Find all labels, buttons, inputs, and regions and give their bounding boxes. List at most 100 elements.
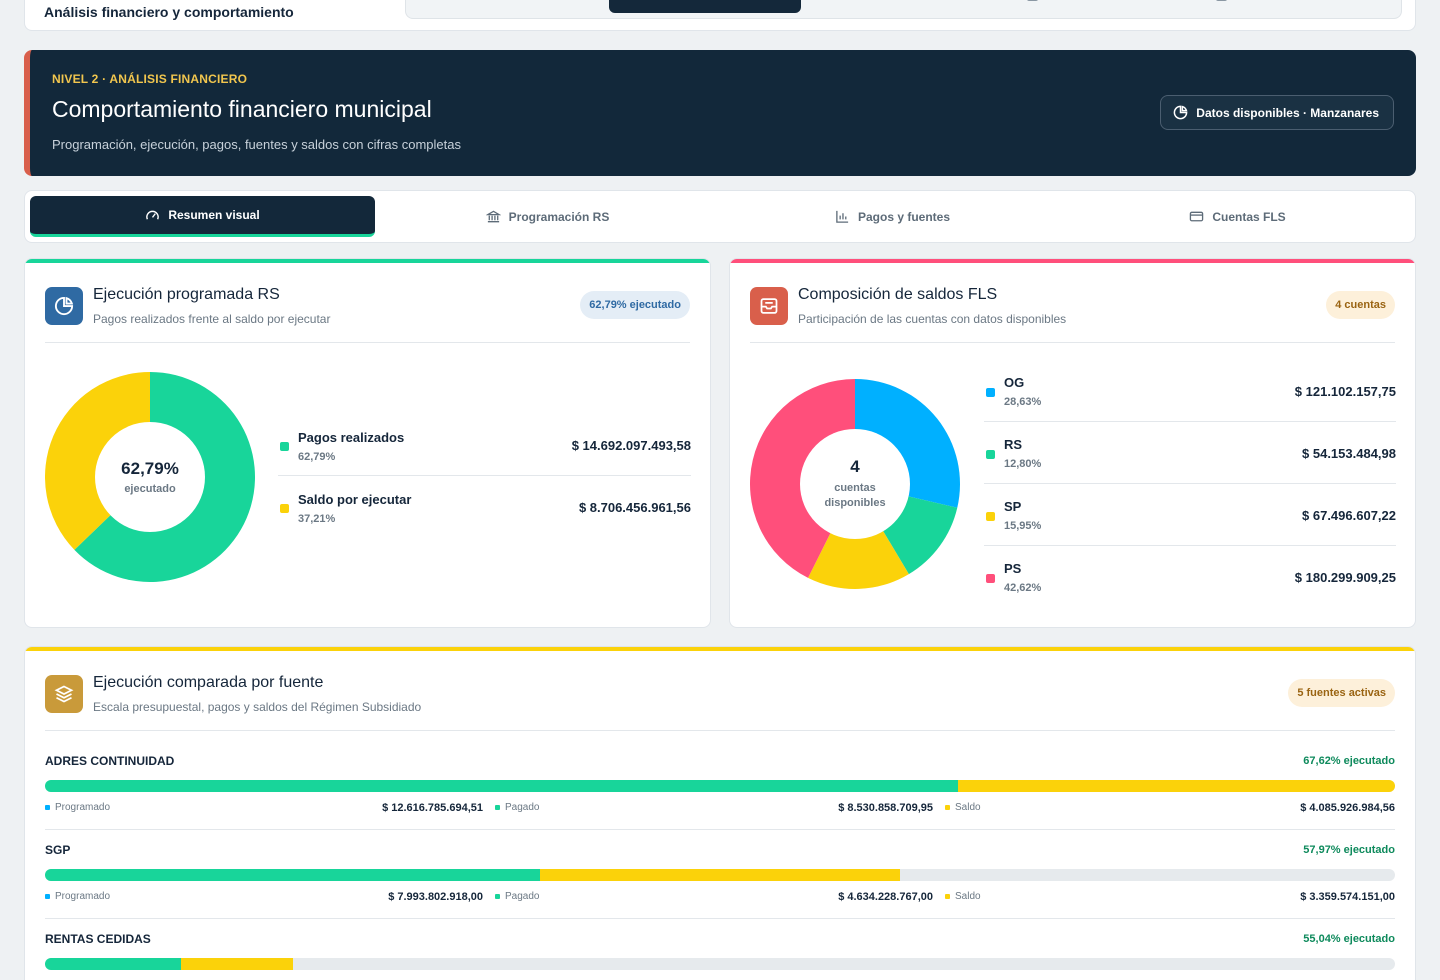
legend-swatch <box>986 574 995 583</box>
pagado-caption: Pagado <box>495 891 539 902</box>
tab-label: Cuentas FLS <box>1212 209 1286 224</box>
source-row: ADRES CONTINUIDAD 67,62% ejecutado Progr… <box>45 741 1395 830</box>
legend-name: SP <box>1004 499 1022 514</box>
legend-pct: 28,63% <box>1004 396 1042 408</box>
calendar-icon[interactable] <box>1027 0 1038 1</box>
legend-pct: 15,95% <box>1004 520 1042 532</box>
tab-resumen-visual[interactable]: Resumen visual <box>30 196 375 237</box>
donut-center: 4 cuentas disponibles <box>800 429 910 539</box>
source-progress-track <box>45 958 1395 970</box>
saldo-value: $ 3.359.574.151,00 <box>1300 891 1395 903</box>
card-accent-bar <box>25 259 710 263</box>
balance-segment <box>181 958 294 970</box>
saldo-swatch <box>945 894 950 899</box>
page-title: Comportamiento financiero municipal <box>52 96 432 122</box>
tab-programacion-rs[interactable]: Programación RS <box>375 196 720 237</box>
legend-pct: 42,62% <box>1004 582 1042 594</box>
legend-name: RS <box>1004 437 1023 452</box>
donut-center-value: 62,79% <box>121 459 179 478</box>
pagado-label: Pagado <box>505 802 540 813</box>
legend-row: OG 28,63% $ 121.102.157,75 <box>984 360 1396 422</box>
top-title: Análisis financiero y comportamiento <box>44 4 294 20</box>
legend-value: $ 121.102.157,75 <box>1294 384 1396 399</box>
saldo-figure: Saldo $ 3.359.574.151,00 <box>945 891 1395 905</box>
pagado-swatch <box>495 894 500 899</box>
pagado-label: Pagado <box>505 891 540 902</box>
legend-value: $ 180.299.909,25 <box>1294 570 1396 585</box>
balance-segment <box>540 869 900 881</box>
pie-chart-icon <box>1173 105 1188 120</box>
legend-swatch <box>986 388 995 397</box>
gauge-icon <box>146 210 160 220</box>
saldo-swatch <box>945 805 950 810</box>
top-header-card: Análisis financiero y comportamiento <box>24 0 1416 31</box>
layers-icon <box>45 675 83 713</box>
document-icon[interactable] <box>1216 0 1227 1</box>
divider <box>45 730 1395 731</box>
source-row: SGP 57,97% ejecutado Programado $ 7.993.… <box>45 830 1395 919</box>
pagado-swatch <box>495 805 500 810</box>
source-figures: Programado $ 12.616.785.694,51 Pagado $ … <box>45 802 1395 816</box>
pagado-caption: Pagado <box>495 802 539 813</box>
fls-balances-card: Composición de saldos FLS Participación … <box>729 258 1416 628</box>
source-name: ADRES CONTINUIDAD <box>45 754 175 768</box>
source-name: SGP <box>45 843 71 857</box>
card-subtitle: Pagos realizados frente al saldo por eje… <box>93 312 331 326</box>
saldo-caption: Saldo <box>945 802 981 813</box>
divider <box>45 342 690 343</box>
source-execution: 57,97% ejecutado <box>1303 844 1395 856</box>
donut-center-value: 4 <box>850 457 860 476</box>
pill-label: Datos disponibles · Manzanares <box>1196 105 1379 120</box>
pagado-value: $ 8.530.858.709,95 <box>838 802 933 814</box>
saldo-label: Saldo <box>955 891 981 902</box>
top-nav-active-tab[interactable] <box>609 0 801 13</box>
bank-icon <box>485 210 501 223</box>
fls-legend: OG 28,63% $ 121.102.157,75 RS 12,80% $ 5… <box>984 360 1396 610</box>
source-progress-track <box>45 869 1395 881</box>
paid-segment <box>45 958 182 970</box>
saldo-figure: Saldo $ 4.085.926.984,56 <box>945 802 1395 816</box>
tab-cuentas-fls[interactable]: Cuentas FLS <box>1065 196 1410 237</box>
programado-swatch <box>45 894 50 899</box>
programado-caption: Programado <box>45 891 110 902</box>
saldo-label: Saldo <box>955 802 981 813</box>
inbox-icon <box>750 287 788 325</box>
tab-label: Programación RS <box>508 209 610 224</box>
card-accent-bar <box>25 647 1415 651</box>
legend-row: SP 15,95% $ 67.496.607,22 <box>984 484 1396 546</box>
source-row: RENTAS CEDIDAS 55,04% ejecutado <box>45 919 1395 980</box>
card-subtitle: Participación de las cuentas con datos d… <box>798 312 1067 326</box>
balance-segment <box>957 780 1395 792</box>
data-availability-pill[interactable]: Datos disponibles · Manzanares <box>1160 95 1394 130</box>
hero-subtitle: Programación, ejecución, pagos, fuentes … <box>52 137 461 152</box>
programado-swatch <box>45 805 50 810</box>
card-title: Ejecución comparada por fuente <box>93 674 324 691</box>
legend-name: PS <box>1004 561 1022 576</box>
tab-label: Resumen visual <box>168 208 260 222</box>
bar-chart-icon <box>836 210 849 223</box>
legend-name: Pagos realizados <box>298 430 405 445</box>
tab-label: Pagos y fuentes <box>857 209 951 224</box>
legend-row: PS 42,62% $ 180.299.909,25 <box>984 546 1396 608</box>
legend-value: $ 67.496.607,22 <box>1302 508 1396 523</box>
programado-value: $ 12.616.785.694,51 <box>382 802 483 814</box>
tab-pagos-fuentes[interactable]: Pagos y fuentes <box>720 196 1065 237</box>
programado-label: Programado <box>55 802 111 813</box>
saldo-caption: Saldo <box>945 891 981 902</box>
section-tabs: Resumen visual Programación RS Pagos y f… <box>24 190 1416 243</box>
pagado-value: $ 4.634.228.767,00 <box>838 891 933 903</box>
donut-center-label: ejecutado <box>124 483 176 495</box>
programado-value: $ 7.993.802.918,00 <box>388 891 483 903</box>
legend-row: RS 12,80% $ 54.153.484,98 <box>984 422 1396 484</box>
saldo-value: $ 4.085.926.984,56 <box>1300 802 1395 814</box>
legend-row: Saldo por ejecutar 37,21% $ 8.706.456.96… <box>278 476 691 538</box>
execution-badge: 62,79% ejecutado <box>580 291 690 319</box>
legend-name: OG <box>1004 375 1025 390</box>
pagado-figure: Pagado $ 8.530.858.709,95 <box>495 802 945 816</box>
card-title: Composición de saldos FLS <box>798 286 998 303</box>
hero-kicker: NIVEL 2 · ANÁLISIS FINANCIERO <box>52 72 248 86</box>
source-name: RENTAS CEDIDAS <box>45 932 151 946</box>
donut-center: 62,79% ejecutado <box>95 422 205 532</box>
legend-swatch <box>280 442 289 451</box>
legend-value: $ 14.692.097.493,58 <box>571 438 691 453</box>
